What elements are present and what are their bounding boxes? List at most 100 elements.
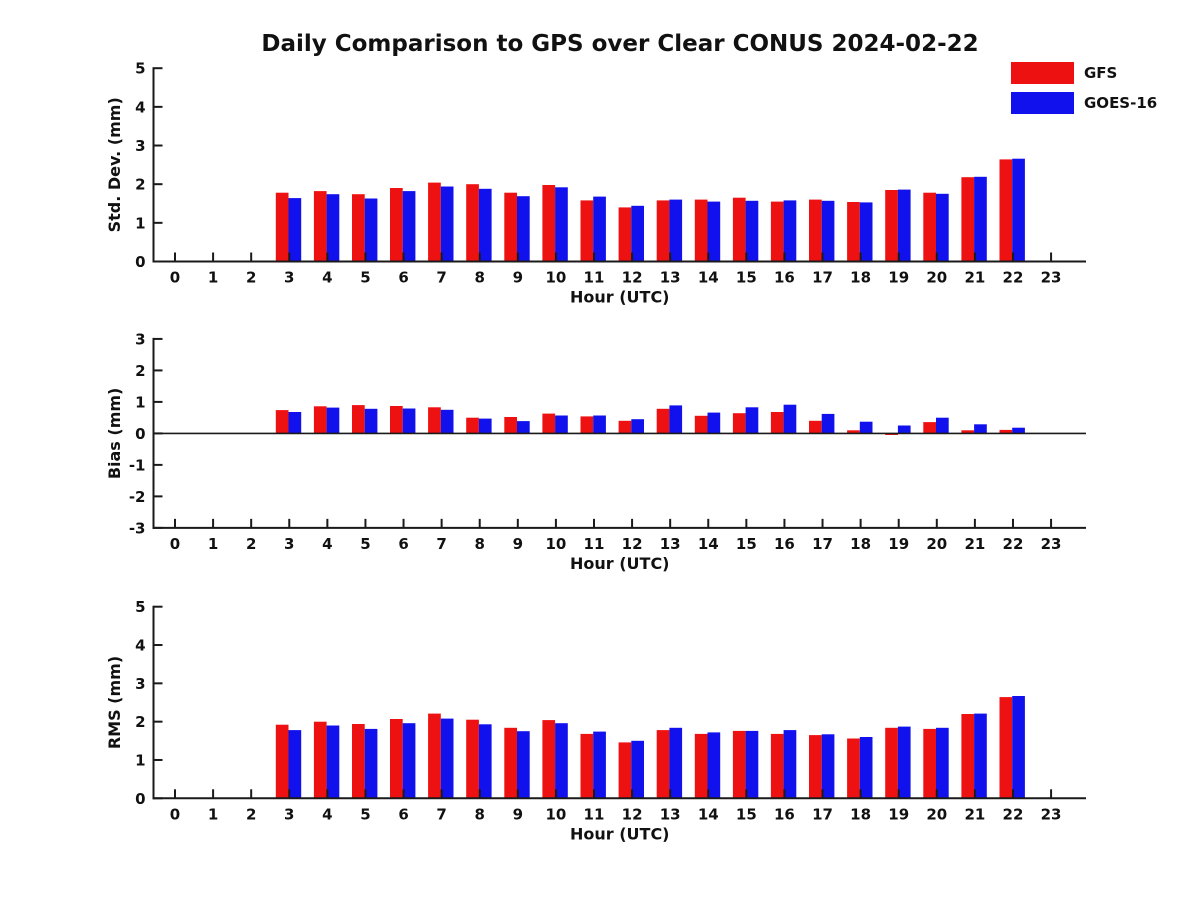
bar-gfs-hour-16 bbox=[770, 412, 784, 434]
bar-gfs-hour-13 bbox=[656, 730, 670, 799]
bar-goes16-hour-21 bbox=[974, 424, 987, 434]
x-tick-label: 20 bbox=[926, 805, 947, 823]
x-tick-label: 17 bbox=[812, 535, 833, 553]
x-tick-label: 5 bbox=[360, 535, 370, 553]
y-tick-label: 1 bbox=[135, 214, 145, 232]
bar-gfs-hour-5 bbox=[352, 724, 365, 799]
bar-gfs-hour-13 bbox=[656, 200, 670, 262]
bar-goes16-hour-3 bbox=[288, 412, 302, 434]
bar-gfs-hour-3 bbox=[275, 410, 289, 434]
x-tick-label: 3 bbox=[284, 535, 294, 553]
bar-gfs-hour-14 bbox=[694, 733, 708, 799]
bar-goes16-hour-12 bbox=[631, 205, 644, 262]
bar-gfs-hour-6 bbox=[390, 406, 403, 434]
bar-gfs-hour-12 bbox=[618, 742, 632, 799]
x-tick-label: 13 bbox=[660, 805, 681, 823]
x-tick-label: 19 bbox=[888, 269, 909, 287]
x-tick-label: 14 bbox=[698, 805, 719, 823]
bar-goes16-hour-14 bbox=[707, 201, 721, 262]
x-tick-label: 14 bbox=[698, 535, 719, 553]
bar-goes16-hour-15 bbox=[745, 730, 759, 799]
x-tick-label: 23 bbox=[1041, 269, 1062, 287]
x-tick-label: 16 bbox=[774, 535, 795, 553]
x-tick-label: 9 bbox=[513, 535, 523, 553]
bar-goes16-hour-17 bbox=[821, 413, 835, 434]
x-tick-label: 17 bbox=[812, 805, 833, 823]
x-tick-label: 1 bbox=[208, 805, 218, 823]
y-axis-label-bias: Bias (mm) bbox=[105, 388, 124, 480]
bar-goes16-hour-22 bbox=[1012, 696, 1025, 799]
x-tick-label: 15 bbox=[736, 535, 757, 553]
x-tick-label: 18 bbox=[850, 269, 871, 287]
bar-gfs-hour-10 bbox=[542, 720, 556, 799]
y-tick-label: 3 bbox=[135, 137, 145, 155]
bar-goes16-hour-18 bbox=[859, 737, 873, 799]
bar-gfs-hour-8 bbox=[466, 417, 479, 434]
x-tick-label: 8 bbox=[475, 805, 485, 823]
bar-gfs-hour-20 bbox=[923, 422, 936, 434]
bar-gfs-hour-19 bbox=[885, 727, 898, 799]
bar-goes16-hour-20 bbox=[936, 193, 949, 262]
bar-goes16-hour-15 bbox=[745, 407, 759, 434]
bar-goes16-hour-12 bbox=[631, 740, 644, 799]
bar-goes16-hour-13 bbox=[669, 405, 683, 434]
bar-gfs-hour-18 bbox=[847, 738, 860, 799]
bar-gfs-hour-14 bbox=[694, 415, 708, 434]
bar-gfs-hour-17 bbox=[809, 420, 822, 434]
bar-gfs-hour-10 bbox=[542, 185, 556, 262]
bar-goes16-hour-5 bbox=[364, 408, 378, 434]
bar-goes16-hour-11 bbox=[593, 415, 606, 434]
x-tick-label: 19 bbox=[888, 535, 909, 553]
x-tick-label: 22 bbox=[1003, 269, 1024, 287]
bar-gfs-hour-7 bbox=[428, 713, 441, 799]
x-tick-label: 7 bbox=[436, 269, 446, 287]
legend-label-gfs: GFS bbox=[1084, 64, 1118, 82]
bar-gfs-hour-14 bbox=[694, 199, 708, 262]
bar-goes16-hour-7 bbox=[440, 409, 454, 434]
x-tick-label: 1 bbox=[208, 535, 218, 553]
bar-gfs-hour-17 bbox=[809, 199, 822, 262]
x-tick-label: 13 bbox=[660, 269, 681, 287]
y-tick-label: 0 bbox=[135, 425, 145, 443]
x-tick-label: 3 bbox=[284, 805, 294, 823]
bar-gfs-hour-3 bbox=[275, 192, 289, 262]
bar-goes16-hour-7 bbox=[440, 186, 454, 262]
bar-gfs-hour-16 bbox=[770, 201, 784, 262]
bar-gfs-hour-7 bbox=[428, 182, 441, 262]
x-tick-label: 1 bbox=[208, 269, 218, 287]
bar-goes16-hour-16 bbox=[783, 730, 797, 799]
bar-gfs-hour-10 bbox=[542, 413, 556, 434]
bar-gfs-hour-12 bbox=[618, 207, 632, 262]
x-tick-label: 10 bbox=[545, 535, 566, 553]
x-tick-label: 23 bbox=[1041, 805, 1062, 823]
bar-goes16-hour-3 bbox=[288, 730, 302, 799]
bar-gfs-hour-9 bbox=[504, 192, 517, 262]
x-tick-label: 17 bbox=[812, 269, 833, 287]
y-tick-label: -3 bbox=[129, 519, 146, 537]
bar-goes16-hour-8 bbox=[478, 724, 492, 799]
bar-goes16-hour-10 bbox=[555, 723, 568, 799]
bar-gfs-hour-22 bbox=[999, 159, 1013, 262]
bar-gfs-hour-11 bbox=[580, 416, 594, 434]
bar-goes16-hour-19 bbox=[897, 425, 911, 434]
x-tick-label: 7 bbox=[436, 535, 446, 553]
x-tick-label: 11 bbox=[584, 269, 605, 287]
x-tick-label: 19 bbox=[888, 805, 909, 823]
bar-goes16-hour-8 bbox=[478, 188, 492, 262]
x-tick-label: 6 bbox=[398, 269, 408, 287]
y-tick-label: 5 bbox=[135, 598, 145, 616]
x-tick-label: 22 bbox=[1003, 805, 1024, 823]
x-tick-label: 11 bbox=[584, 535, 605, 553]
bar-gfs-hour-15 bbox=[732, 413, 746, 434]
bar-gfs-hour-22 bbox=[999, 429, 1013, 434]
y-axis-label-rms: RMS (mm) bbox=[105, 656, 124, 749]
gfs-color-swatch bbox=[1011, 62, 1074, 84]
bar-goes16-hour-22 bbox=[1012, 158, 1025, 262]
bar-goes16-hour-6 bbox=[402, 191, 416, 262]
x-tick-label: 10 bbox=[545, 805, 566, 823]
bar-goes16-hour-4 bbox=[326, 407, 340, 434]
y-tick-label: 1 bbox=[135, 751, 145, 769]
bar-goes16-hour-9 bbox=[517, 731, 530, 799]
bar-gfs-hour-17 bbox=[809, 735, 822, 799]
